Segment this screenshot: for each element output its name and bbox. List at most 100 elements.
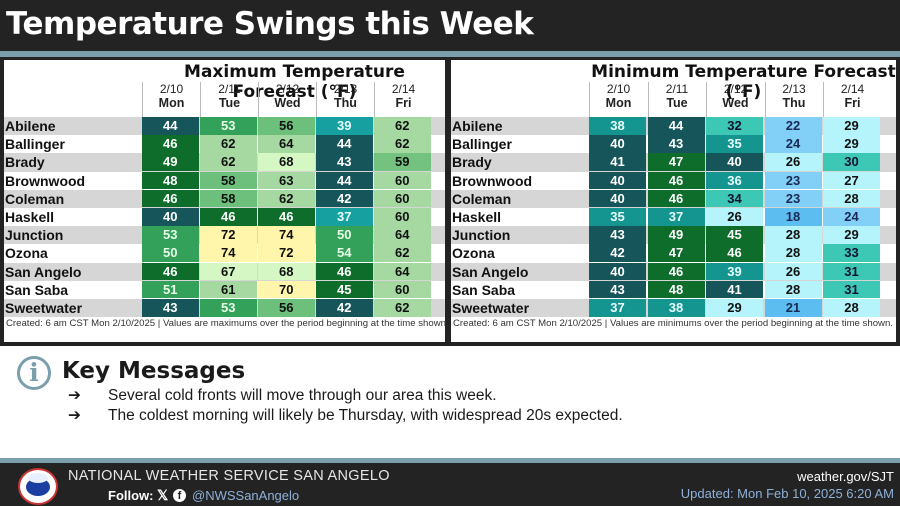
table-row: Brady 49 62 68 43 59 bbox=[4, 153, 445, 172]
temperature-cell: 23 bbox=[764, 171, 822, 190]
column-header: 2/14 Fri bbox=[823, 82, 881, 118]
city-name: San Angelo bbox=[5, 263, 82, 280]
city-name: San Saba bbox=[452, 281, 516, 298]
temperature-cell: 62 bbox=[200, 135, 257, 153]
city-name: Junction bbox=[452, 227, 511, 244]
table-row: Abilene 38 44 32 22 29 bbox=[451, 117, 896, 136]
city-name: Brady bbox=[452, 154, 492, 171]
facebook-icon[interactable]: f bbox=[173, 489, 186, 502]
table-row: San Angelo 46 67 68 46 64 bbox=[4, 262, 445, 281]
table-row: Ballinger 40 43 35 24 29 bbox=[451, 135, 896, 153]
temperature-cell: 44 bbox=[647, 117, 705, 135]
footer-accent-bar bbox=[0, 458, 900, 463]
social-handle[interactable]: @NWSSanAngelo bbox=[192, 488, 300, 503]
column-date: 2/13 bbox=[782, 82, 806, 96]
temperature-cell: 43 bbox=[142, 299, 199, 317]
temperature-cell: 46 bbox=[142, 189, 199, 208]
temperature-cell: 29 bbox=[823, 226, 880, 244]
temperature-cell: 45 bbox=[316, 280, 373, 299]
city-name: Abilene bbox=[5, 118, 56, 134]
temperature-cell: 74 bbox=[200, 244, 257, 262]
city-name: Ozona bbox=[452, 245, 495, 262]
column-header: 2/14 Fri bbox=[374, 82, 432, 118]
temperature-cell: 44 bbox=[142, 117, 199, 135]
column-date: 2/11 bbox=[218, 82, 241, 96]
temperature-cell: 42 bbox=[589, 244, 646, 262]
max-temp-table: Maximum Temperature Forecast (°F) Create… bbox=[4, 60, 449, 342]
temperature-cell: 62 bbox=[374, 135, 431, 153]
column-header: 2/10 Mon bbox=[142, 82, 200, 118]
temperature-cell: 31 bbox=[823, 280, 880, 299]
temperature-cell: 26 bbox=[706, 208, 763, 226]
temperature-cell: 46 bbox=[258, 208, 315, 226]
city-name: San Saba bbox=[5, 281, 69, 298]
temperature-cell: 28 bbox=[764, 226, 822, 244]
temperature-cell: 37 bbox=[647, 208, 705, 226]
temperature-cell: 40 bbox=[589, 171, 646, 190]
temperature-cell: 27 bbox=[823, 171, 880, 190]
temperature-cell: 35 bbox=[589, 208, 646, 226]
table-row: Ballinger 46 62 64 44 62 bbox=[4, 135, 445, 153]
temperature-cell: 40 bbox=[589, 135, 646, 153]
temperature-cell: 40 bbox=[142, 208, 199, 226]
temperature-cell: 44 bbox=[316, 135, 373, 153]
column-header: 2/13 Thu bbox=[316, 82, 374, 118]
x-twitter-icon[interactable]: 𝕏 bbox=[157, 487, 169, 503]
temperature-cell: 22 bbox=[764, 117, 822, 135]
city-name: Ozona bbox=[5, 245, 48, 262]
temperature-cell: 64 bbox=[258, 135, 315, 153]
table-row: San Angelo 40 46 39 26 31 bbox=[451, 262, 896, 281]
temperature-cell: 62 bbox=[374, 244, 431, 262]
column-day: Wed bbox=[722, 96, 749, 110]
temperature-cell: 61 bbox=[200, 280, 257, 299]
temperature-cell: 51 bbox=[142, 280, 199, 299]
temperature-cell: 46 bbox=[706, 244, 763, 262]
temperature-cell: 60 bbox=[374, 189, 431, 208]
temperature-cell: 46 bbox=[647, 189, 705, 208]
table-row: Ozona 50 74 72 54 62 bbox=[4, 244, 445, 262]
temperature-cell: 49 bbox=[647, 226, 705, 244]
arrow-icon: ➔ bbox=[68, 407, 81, 424]
max-table-footnote: Created: 6 am CST Mon 2/10/2025 | Values… bbox=[6, 318, 449, 329]
temperature-cell: 29 bbox=[706, 299, 763, 317]
column-header: 2/11 Tue bbox=[200, 82, 258, 118]
temperature-cell: 64 bbox=[374, 262, 431, 281]
website-link[interactable]: weather.gov/SJT bbox=[797, 469, 894, 484]
temperature-cell: 63 bbox=[258, 171, 315, 190]
temperature-cell: 40 bbox=[706, 153, 763, 171]
temperature-cell: 28 bbox=[764, 280, 822, 299]
temperature-cell: 29 bbox=[823, 135, 880, 153]
nws-logo-icon bbox=[18, 468, 58, 505]
city-name: Coleman bbox=[5, 190, 65, 207]
temperature-cell: 62 bbox=[374, 117, 431, 135]
column-day: Fri bbox=[395, 96, 412, 110]
min-table-title: Minimum Temperature Forecast (°F) bbox=[591, 62, 896, 102]
table-row: Coleman 46 58 62 42 60 bbox=[4, 189, 445, 208]
column-day: Wed bbox=[274, 96, 301, 110]
table-row: Ozona 42 47 46 28 33 bbox=[451, 244, 896, 262]
table-row: Brownwood 48 58 63 44 60 bbox=[4, 171, 445, 190]
city-name: Sweetwater bbox=[5, 300, 83, 316]
temperature-cell: 18 bbox=[764, 208, 822, 226]
temperature-cell: 37 bbox=[316, 208, 373, 226]
table-row: Sweetwater 43 53 56 42 62 bbox=[4, 299, 445, 318]
temperature-cell: 28 bbox=[823, 189, 880, 208]
temperature-cell: 24 bbox=[823, 208, 880, 226]
temperature-cell: 45 bbox=[706, 226, 763, 244]
column-day: Tue bbox=[218, 96, 241, 110]
key-message-text: The coldest morning will likely be Thurs… bbox=[108, 407, 623, 424]
column-day: Fri bbox=[844, 96, 861, 110]
temperature-cell: 46 bbox=[142, 135, 199, 153]
column-date: 2/12 bbox=[275, 82, 300, 96]
temperature-cell: 43 bbox=[589, 280, 646, 299]
temperature-cell: 44 bbox=[316, 171, 373, 190]
column-date: 2/14 bbox=[840, 82, 865, 96]
temperature-cell: 49 bbox=[142, 153, 199, 171]
temperature-cell: 46 bbox=[142, 262, 199, 281]
column-date: 2/12 bbox=[723, 82, 748, 96]
temperature-cell: 41 bbox=[706, 280, 763, 299]
temperature-cell: 53 bbox=[142, 226, 199, 244]
temperature-cell: 40 bbox=[589, 262, 646, 281]
temperature-cell: 62 bbox=[374, 299, 431, 317]
temperature-cell: 34 bbox=[706, 189, 763, 208]
